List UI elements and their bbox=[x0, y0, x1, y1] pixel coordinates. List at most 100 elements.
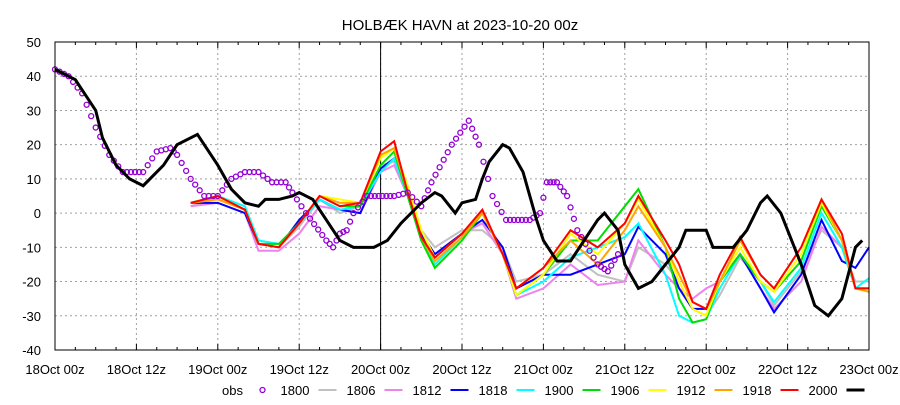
obs-point bbox=[614, 251, 622, 258]
x-tick-label: 23Oct 00z bbox=[839, 362, 898, 377]
obs-point bbox=[557, 183, 564, 191]
obs-point bbox=[293, 196, 301, 203]
obs-point bbox=[259, 172, 267, 179]
x-tick-label: 22Oct 12z bbox=[758, 362, 817, 377]
obs-point bbox=[264, 175, 271, 183]
x-tick-label: 18Oct 12z bbox=[107, 362, 166, 377]
obs-point bbox=[354, 204, 362, 211]
obs-point bbox=[367, 192, 375, 200]
obs-point bbox=[88, 112, 95, 120]
obs-point bbox=[92, 124, 99, 131]
obs-point bbox=[484, 175, 492, 183]
obs-point bbox=[196, 187, 203, 194]
obs-point bbox=[404, 189, 411, 196]
obs-point bbox=[83, 101, 90, 108]
obs-point bbox=[413, 198, 420, 205]
x-tick-label: 22Oct 00z bbox=[677, 362, 736, 377]
obs-point bbox=[560, 188, 567, 195]
obs-point bbox=[140, 168, 147, 176]
legend-label: 1912 bbox=[677, 383, 706, 398]
legend-label: 2000 bbox=[809, 383, 838, 398]
obs-point bbox=[563, 192, 571, 200]
obs-point bbox=[131, 168, 139, 176]
obs-point bbox=[578, 233, 585, 241]
obs-point bbox=[144, 162, 151, 169]
legend-label: 1800 bbox=[281, 383, 310, 398]
y-tick-label: -10 bbox=[22, 240, 41, 255]
series-lines bbox=[51, 66, 870, 324]
obs-point bbox=[586, 247, 593, 254]
x-tick-label: 19Oct 12z bbox=[270, 362, 329, 377]
obs-point bbox=[350, 209, 357, 217]
obs-point bbox=[255, 168, 262, 176]
grid bbox=[55, 42, 869, 350]
obs-point bbox=[187, 175, 194, 183]
obs-point bbox=[502, 216, 510, 224]
obs-point bbox=[310, 220, 318, 228]
obs-point bbox=[506, 216, 514, 224]
obs-point bbox=[457, 129, 464, 136]
obs-point bbox=[475, 141, 483, 148]
obs-point bbox=[465, 117, 472, 124]
y-tick-label: 0 bbox=[34, 206, 41, 221]
obs-point bbox=[119, 168, 126, 176]
obs-point bbox=[567, 204, 574, 211]
obs-point bbox=[167, 144, 174, 152]
obs-point bbox=[319, 231, 326, 239]
obs-point bbox=[149, 155, 156, 162]
legend-label: 1906 bbox=[611, 383, 640, 398]
obs-point bbox=[432, 171, 439, 178]
legend-label: 1812 bbox=[413, 383, 442, 398]
obs-point bbox=[574, 227, 581, 234]
legend-marker-obs bbox=[259, 386, 266, 394]
obs-point bbox=[214, 192, 221, 200]
obs-point bbox=[522, 216, 530, 224]
obs-point bbox=[346, 218, 354, 225]
obs-point bbox=[302, 209, 310, 217]
y-tick-label: 40 bbox=[27, 69, 41, 84]
obs-point bbox=[424, 187, 432, 194]
series-line-1918 bbox=[190, 139, 869, 311]
y-tick-label: 30 bbox=[27, 103, 41, 118]
obs-point bbox=[306, 215, 314, 222]
x-tick-label: 21Oct 12z bbox=[595, 362, 654, 377]
obs-point bbox=[127, 168, 135, 176]
obs-point bbox=[461, 123, 468, 130]
obs-point bbox=[590, 254, 597, 261]
obs-point bbox=[480, 158, 487, 165]
legend: obs 1800 1806 1812 1818 1900 1906 1912 1918 2000 bbox=[222, 383, 865, 398]
x-tick-label: 20Oct 12z bbox=[432, 362, 491, 377]
x-tick-label: 18Oct 00z bbox=[25, 362, 84, 377]
chart-title: HOLBÆK HAVN at 2023-10-20 00z bbox=[342, 17, 579, 34]
obs-point bbox=[409, 193, 416, 201]
obs-point bbox=[518, 216, 526, 224]
y-tick-label: 10 bbox=[27, 172, 41, 187]
obs-point bbox=[379, 192, 386, 200]
obs-point bbox=[173, 151, 181, 159]
obs-point bbox=[543, 179, 550, 186]
obs-point bbox=[323, 237, 330, 244]
obs-point bbox=[135, 168, 143, 176]
obs-point bbox=[608, 262, 615, 269]
x-tick-label: 19Oct 00z bbox=[188, 362, 247, 377]
obs-point bbox=[547, 179, 554, 186]
y-tick-label: 20 bbox=[27, 138, 41, 153]
axis-ticks: -40 -30 -20 -10 0 10 20 30 40 50 18Oct 00z 18Oct 12… bbox=[22, 35, 898, 377]
y-tick-label: -30 bbox=[22, 309, 41, 324]
obs-point bbox=[298, 203, 305, 210]
plot-frame bbox=[54, 41, 870, 351]
obs-point bbox=[440, 156, 447, 163]
obs-point bbox=[489, 192, 496, 200]
obs-point bbox=[428, 179, 435, 186]
legend-label: 1806 bbox=[347, 383, 376, 398]
legend-label: obs bbox=[222, 383, 243, 398]
obs-point bbox=[329, 244, 337, 251]
obs-point bbox=[448, 141, 455, 148]
obs-point bbox=[343, 227, 350, 234]
obs-point bbox=[383, 192, 390, 200]
obs-point bbox=[326, 240, 333, 248]
legend-label: 1900 bbox=[545, 383, 574, 398]
obs-point bbox=[493, 200, 501, 208]
y-tick-label: 50 bbox=[27, 35, 41, 50]
